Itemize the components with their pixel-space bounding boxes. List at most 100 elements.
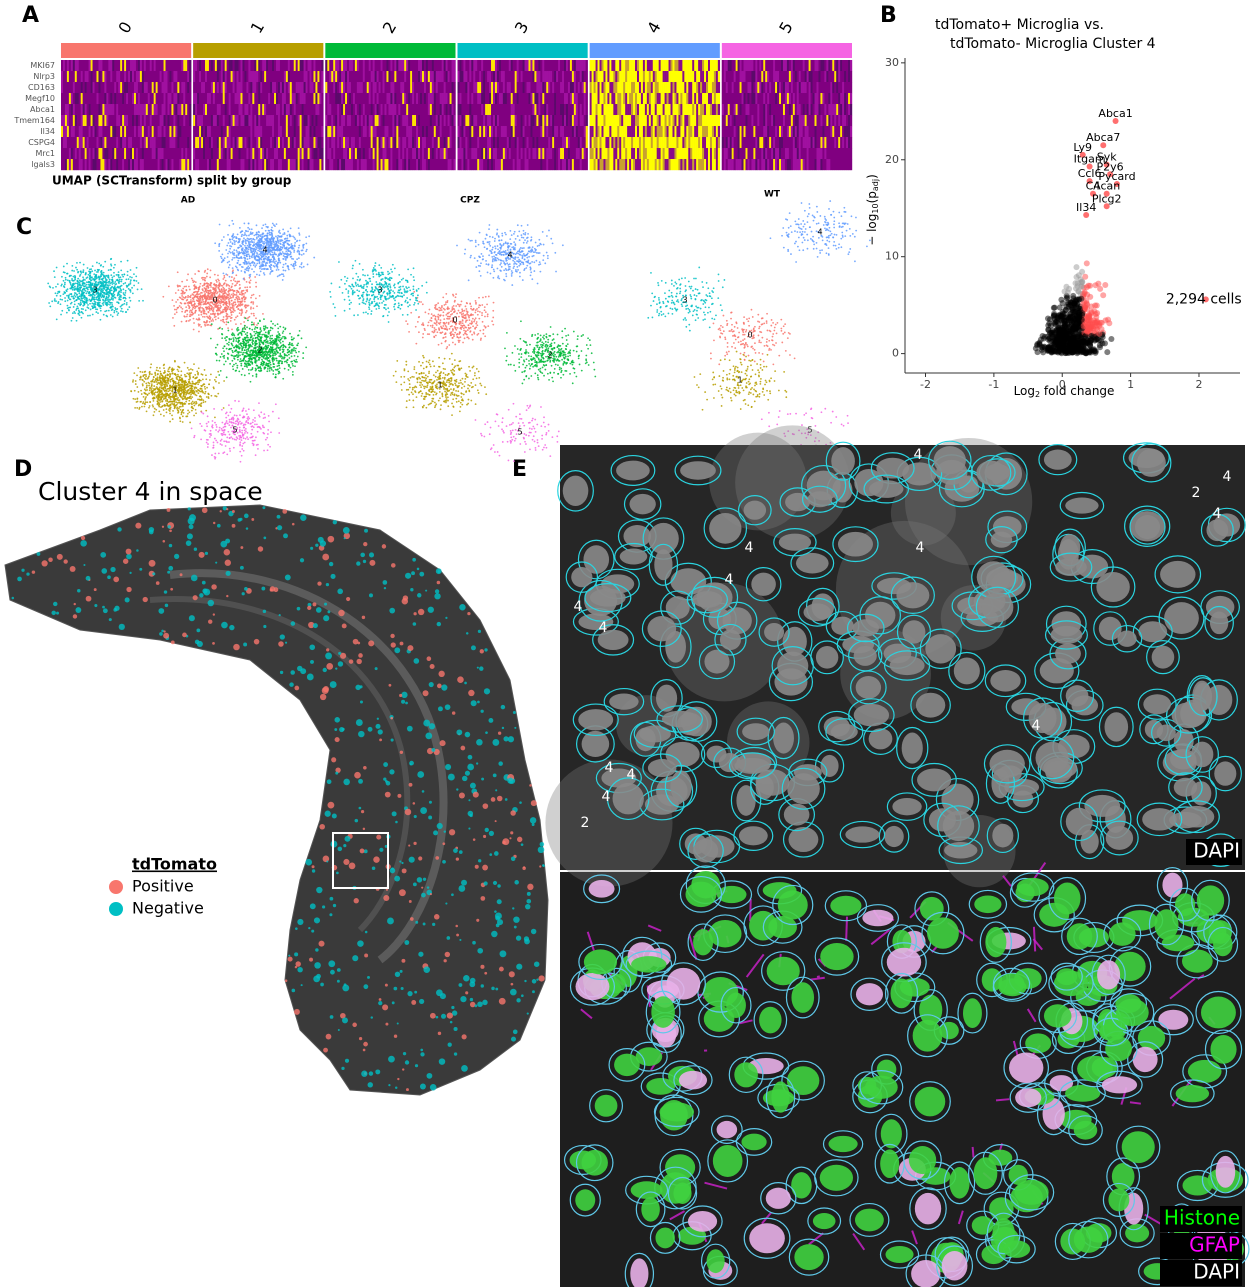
- heat-cell: [217, 148, 219, 159]
- heat-cell: [479, 71, 481, 82]
- heat-cell: [223, 115, 225, 126]
- heat-cell: [657, 137, 659, 148]
- heat-cell: [605, 71, 607, 82]
- heat-cell: [278, 159, 280, 170]
- heat-cell: [239, 137, 241, 148]
- heat-cell: [183, 148, 185, 159]
- heat-cell: [461, 60, 463, 71]
- umap-cell: [253, 315, 255, 317]
- heat-cell: [576, 104, 578, 115]
- heat-cell: [708, 126, 710, 137]
- heat-cell: [302, 82, 304, 93]
- heat-cell: [489, 60, 491, 71]
- heat-cell: [65, 71, 67, 82]
- heat-cell: [241, 115, 243, 126]
- heat-cell: [410, 159, 412, 170]
- heat-cell: [260, 115, 262, 126]
- heat-cell: [714, 93, 716, 104]
- heat-cell: [749, 93, 751, 104]
- heat-cell: [404, 159, 406, 170]
- heat-cell: [252, 126, 254, 137]
- umap-cell: [220, 299, 222, 301]
- heat-cell: [724, 137, 726, 148]
- heat-cell: [205, 71, 207, 82]
- heat-cell: [448, 71, 450, 82]
- heat-cell: [471, 148, 473, 159]
- heat-cell: [639, 159, 641, 170]
- heat-cell: [763, 137, 765, 148]
- heat-cell: [402, 82, 404, 93]
- heat-cell: [773, 148, 775, 159]
- heat-cell: [696, 93, 698, 104]
- umap-cell: [192, 313, 194, 315]
- heat-cell: [485, 137, 487, 148]
- heat-cell: [789, 126, 791, 137]
- heat-cell: [284, 137, 286, 148]
- heat-cell: [491, 60, 493, 71]
- heat-cell: [385, 60, 387, 71]
- heat-cell: [611, 71, 613, 82]
- heat-cell: [724, 115, 726, 126]
- heat-cell: [848, 159, 850, 170]
- umap-cell: [227, 291, 229, 293]
- heat-cell: [568, 115, 570, 126]
- heat-cell: [771, 71, 773, 82]
- heat-cell: [260, 60, 262, 71]
- heat-cell: [85, 60, 87, 71]
- heat-cell: [386, 137, 388, 148]
- heat-cell: [388, 115, 390, 126]
- heat-cell: [454, 60, 456, 71]
- heat-cell: [529, 137, 531, 148]
- heat-cell: [377, 60, 379, 71]
- heat-cell: [250, 82, 252, 93]
- heat-cell: [246, 148, 248, 159]
- heat-cell: [619, 93, 621, 104]
- heat-cell: [538, 93, 540, 104]
- heat-cell: [477, 104, 479, 115]
- heat-cell: [805, 148, 807, 159]
- heat-cell: [67, 104, 69, 115]
- heat-cell: [219, 60, 221, 71]
- heat-cell: [339, 115, 341, 126]
- heat-cell: [473, 126, 475, 137]
- heat-cell: [631, 148, 633, 159]
- heat-cell: [580, 93, 582, 104]
- heat-cell: [385, 104, 387, 115]
- heat-cell: [635, 71, 637, 82]
- heat-cell: [540, 148, 542, 159]
- heat-cell: [177, 115, 179, 126]
- heat-cell: [242, 60, 244, 71]
- heat-cell: [560, 148, 562, 159]
- umap-cell: [199, 298, 201, 300]
- heat-cell: [250, 93, 252, 104]
- heat-cell: [840, 71, 842, 82]
- heat-cell: [465, 137, 467, 148]
- umap-cell: [192, 307, 194, 309]
- heat-cell: [832, 137, 834, 148]
- umap-cell: [223, 316, 225, 318]
- heat-cell: [75, 148, 77, 159]
- umap-cell: [192, 293, 194, 295]
- heat-cell: [755, 60, 757, 71]
- heat-cell: [258, 93, 260, 104]
- heat-cell: [801, 60, 803, 71]
- heat-cell: [128, 82, 130, 93]
- heat-cell: [594, 126, 596, 137]
- umap-cell: [202, 279, 204, 281]
- heat-cell: [824, 82, 826, 93]
- heat-cell: [809, 148, 811, 159]
- heat-cell: [390, 60, 392, 71]
- heat-cell: [371, 104, 373, 115]
- umap-cell: [256, 305, 258, 307]
- gene-label: Nlrp3: [33, 72, 55, 81]
- heat-cell: [598, 148, 600, 159]
- heat-cell: [250, 126, 252, 137]
- heat-cell: [122, 60, 124, 71]
- heat-cell: [341, 104, 343, 115]
- heat-cell: [708, 104, 710, 115]
- heat-cell: [400, 60, 402, 71]
- heat-cell: [592, 126, 594, 137]
- heat-cell: [763, 159, 765, 170]
- heat-cell: [659, 159, 661, 170]
- heat-cell: [146, 137, 148, 148]
